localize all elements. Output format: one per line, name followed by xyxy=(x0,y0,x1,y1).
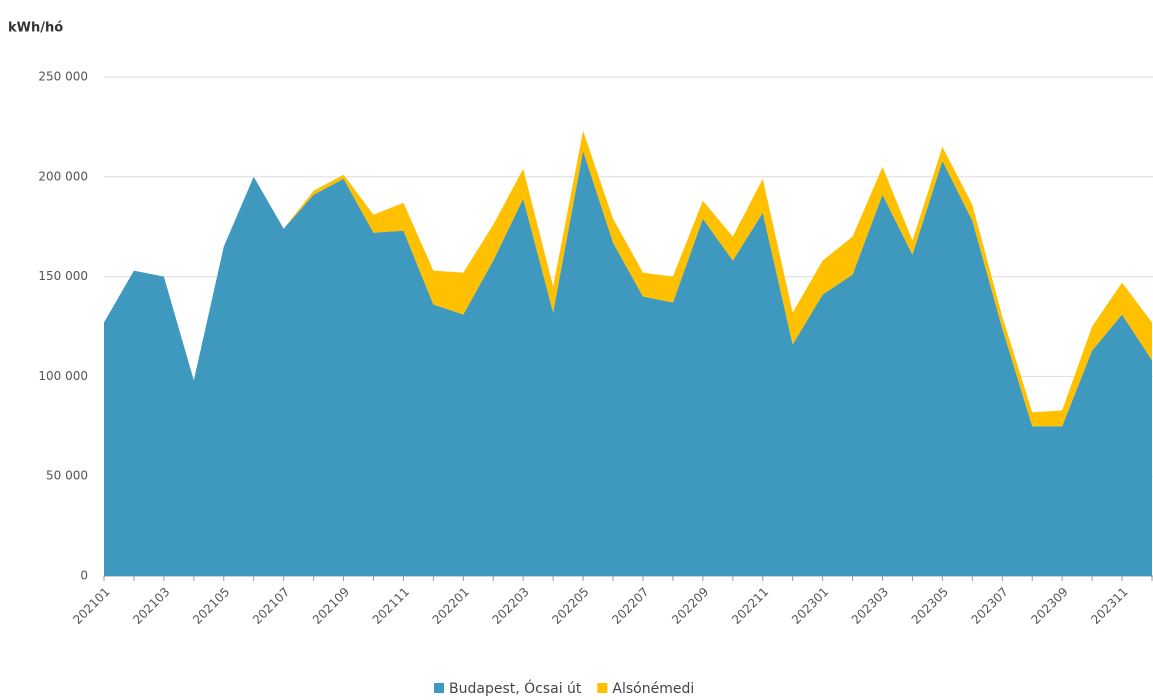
x-tick-label: 202111 xyxy=(370,585,412,627)
legend-label: Budapest, Ócsai út xyxy=(449,679,582,697)
x-tick-label: 202211 xyxy=(729,585,771,627)
x-tick-label: 202209 xyxy=(669,585,711,627)
x-tick-label: 202105 xyxy=(190,585,232,627)
x-tick-label: 202207 xyxy=(609,585,651,627)
area xyxy=(104,130,1152,427)
y-tick-label: 50 000 xyxy=(46,469,88,483)
x-tick-label: 202205 xyxy=(549,585,591,627)
legend-swatch xyxy=(597,683,608,693)
x-tick-label: 202101 xyxy=(70,585,112,627)
x-tick-label: 202301 xyxy=(789,585,831,627)
x-tick-label: 202311 xyxy=(1088,585,1130,627)
x-tick-label: 202303 xyxy=(849,585,891,627)
x-tick-label: 202309 xyxy=(1028,585,1070,627)
x-tick-label: 202201 xyxy=(430,585,472,627)
x-tick-label: 202107 xyxy=(250,585,292,627)
y-tick-label: 200 000 xyxy=(38,169,88,183)
y-tick-label: 0 xyxy=(80,569,88,583)
x-tick-label: 202305 xyxy=(909,585,951,627)
x-tick-label: 202109 xyxy=(310,585,352,627)
y-tick-label: 150 000 xyxy=(38,269,88,283)
y-tick-label: 250 000 xyxy=(38,70,88,84)
y-tick-label: 100 000 xyxy=(38,369,88,383)
y-axis-title: kWh/hó xyxy=(8,21,63,36)
area xyxy=(104,150,1152,577)
legend-swatch xyxy=(434,683,444,693)
x-tick-label: 202307 xyxy=(969,585,1011,627)
x-tick-label: 202203 xyxy=(490,585,532,627)
x-tick-label: 202103 xyxy=(130,585,172,627)
legend: Budapest, Ócsai út Alsónémedi xyxy=(434,679,694,697)
legend-label: Alsónémedi xyxy=(612,681,694,697)
